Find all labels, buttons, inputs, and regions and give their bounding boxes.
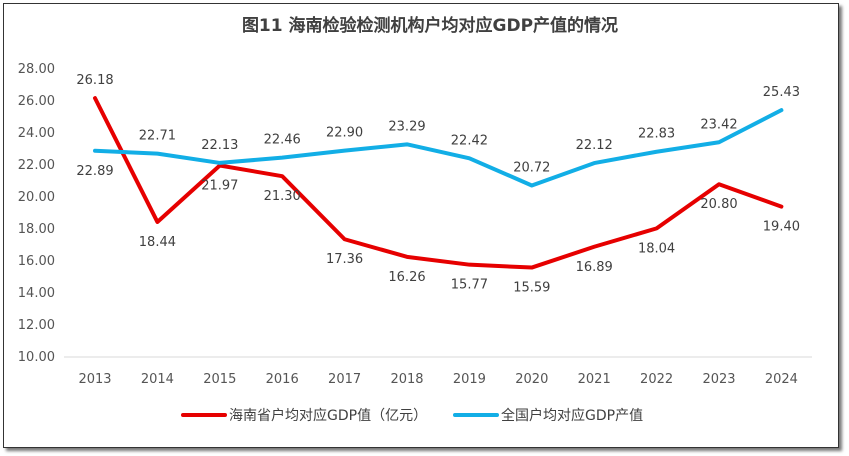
data-label: 22.71 <box>139 129 176 144</box>
y-tick-label: 20.00 <box>18 190 55 205</box>
x-tick-label: 2018 <box>390 372 423 387</box>
x-tick-label: 2020 <box>515 372 548 387</box>
x-tick-label: 2014 <box>141 372 174 387</box>
data-label: 22.83 <box>638 127 675 142</box>
x-tick-label: 2021 <box>578 372 611 387</box>
data-label: 16.89 <box>576 260 613 275</box>
data-label: 22.90 <box>326 126 363 141</box>
y-tick-label: 28.00 <box>18 62 55 77</box>
x-tick-label: 2024 <box>765 372 798 387</box>
data-label: 16.26 <box>388 270 425 285</box>
data-label: 23.42 <box>700 117 737 132</box>
data-label: 21.30 <box>264 189 301 204</box>
y-tick-label: 22.00 <box>18 158 55 173</box>
x-tick-label: 2017 <box>328 372 361 387</box>
data-label: 22.42 <box>451 133 488 148</box>
y-tick-label: 24.00 <box>18 126 55 141</box>
y-tick-label: 18.00 <box>18 222 55 237</box>
x-tick-label: 2016 <box>266 372 299 387</box>
x-tick-label: 2023 <box>702 372 735 387</box>
data-label: 21.97 <box>201 178 238 193</box>
data-label: 26.18 <box>76 73 113 88</box>
data-label: 22.89 <box>76 164 113 179</box>
series-line-1 <box>93 108 784 188</box>
data-label: 15.77 <box>451 278 488 293</box>
series-line-0 <box>93 96 784 270</box>
y-tick-label: 26.00 <box>18 94 55 109</box>
legend-label: 海南省户均对应GDP值（亿元） <box>229 407 427 424</box>
data-label: 20.80 <box>700 197 737 212</box>
data-label: 22.12 <box>576 138 613 153</box>
data-label: 23.29 <box>388 119 425 134</box>
chart-title: 图11 海南检验检测机构户均对应GDP产值的情况 <box>242 15 618 36</box>
data-label: 22.46 <box>264 133 301 148</box>
data-label: 22.13 <box>201 138 238 153</box>
x-tick-label: 2022 <box>640 372 673 387</box>
x-tick-label: 2019 <box>453 372 486 387</box>
data-label: 25.43 <box>763 85 800 100</box>
data-label: 15.59 <box>513 281 550 296</box>
y-tick-label: 14.00 <box>18 286 55 301</box>
data-label: 17.36 <box>326 252 363 267</box>
y-tick-label: 10.00 <box>18 350 55 365</box>
y-tick-label: 12.00 <box>18 318 55 333</box>
x-tick-label: 2015 <box>203 372 236 387</box>
data-label: 18.04 <box>638 241 675 256</box>
x-tick-label: 2013 <box>78 372 111 387</box>
y-tick-label: 16.00 <box>18 254 55 269</box>
data-label: 18.44 <box>139 235 176 250</box>
data-label: 20.72 <box>513 160 550 175</box>
chart-frame <box>3 3 839 448</box>
data-label: 19.40 <box>763 220 800 235</box>
legend-label: 全国户均对应GDP产值 <box>501 407 643 424</box>
